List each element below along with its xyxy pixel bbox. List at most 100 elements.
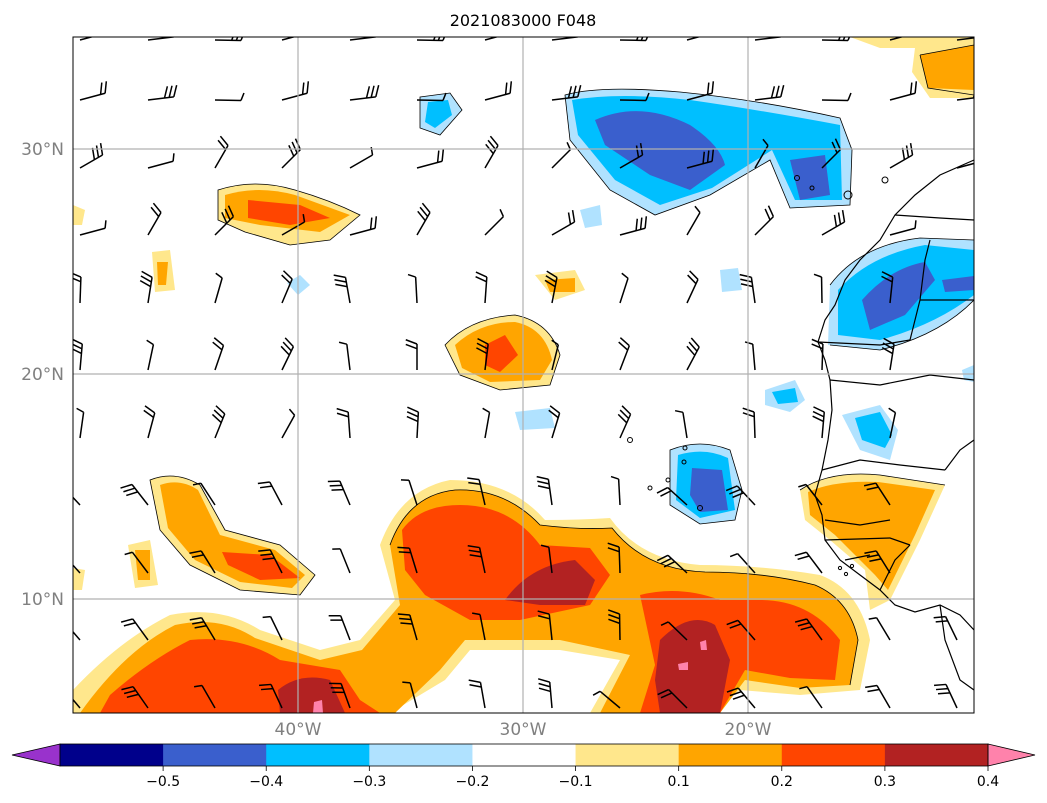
- wind-barb: [280, 337, 295, 371]
- wind-barb: [889, 81, 918, 101]
- wind-barb: [328, 614, 351, 641]
- wind-barb: [416, 202, 431, 236]
- wind-barb: [863, 482, 891, 506]
- wind-barb: [619, 92, 650, 102]
- wind-barb: [482, 407, 491, 439]
- colorbar-tick-label: 0.2: [771, 774, 793, 790]
- wind-barb: [468, 679, 486, 709]
- wind-barb: [956, 37, 974, 41]
- wind-barb: [812, 406, 826, 439]
- wind-barb: [864, 550, 891, 574]
- wind-barb: [888, 407, 897, 439]
- lat-label-10n: 10°N: [21, 590, 64, 610]
- wind-barb: [73, 630, 81, 641]
- colorbar-extend-high: [987, 743, 1036, 767]
- colorbar-segment: [678, 744, 783, 766]
- wind-barb: [349, 84, 380, 101]
- colorbar-segment: [884, 744, 989, 766]
- positive-region-northeast-corner: [850, 37, 974, 98]
- colorbar-tick-label: −0.2: [455, 774, 489, 790]
- colorbar-segment: [472, 744, 577, 766]
- wind-barb: [799, 685, 823, 709]
- wind-barb: [551, 210, 576, 236]
- wind-barb: [821, 37, 851, 42]
- negative-region-small-a: [420, 93, 462, 135]
- wind-barb: [592, 690, 621, 709]
- wind-barb: [406, 406, 420, 439]
- wind-barb: [258, 549, 283, 574]
- wind-barb: [143, 405, 156, 439]
- map-title: 2021083000 F048: [450, 11, 597, 30]
- wind-barbs: [73, 37, 974, 709]
- wind-barb: [73, 698, 81, 709]
- wind-barb: [214, 272, 223, 304]
- wind-barb: [281, 213, 306, 236]
- wind-barb: [397, 546, 418, 574]
- wind-barb: [865, 684, 891, 709]
- wind-barb: [821, 210, 846, 236]
- wind-barb: [475, 271, 488, 304]
- positive-region-southeast-coast: [800, 474, 945, 610]
- wind-barb: [744, 341, 756, 371]
- wind-barb: [656, 554, 688, 574]
- wind-barb: [656, 486, 688, 506]
- wind-barb: [619, 37, 649, 42]
- wind-barb: [336, 407, 351, 439]
- wind-barb: [610, 475, 621, 506]
- colorbar-extend-low: [11, 743, 61, 767]
- wind-barb: [821, 92, 852, 102]
- wind-barb: [551, 142, 572, 169]
- wind-barb: [476, 337, 489, 371]
- wind-barb: [405, 339, 418, 370]
- wind-barb: [79, 220, 107, 236]
- map-panel: [72, 36, 975, 714]
- wind-barb: [754, 205, 775, 236]
- wind-barb: [214, 205, 235, 236]
- wind-barb: [402, 681, 418, 709]
- wind-barb: [725, 485, 756, 506]
- wind-barb: [76, 407, 85, 439]
- wind-barb: [660, 621, 688, 641]
- colorbar-segment: [575, 744, 680, 766]
- wind-barb: [868, 616, 891, 641]
- colorbar-tick-label: 0.4: [977, 774, 999, 790]
- wind-barb: [121, 685, 149, 709]
- wind-barb: [686, 81, 715, 101]
- colorbar-tick-label: −0.5: [146, 774, 180, 790]
- wind-barb: [147, 84, 178, 101]
- wind-barb: [147, 202, 162, 236]
- positive-region-center: [73, 205, 585, 390]
- wind-barb: [416, 149, 445, 169]
- negative-region-cape-verde: [670, 444, 742, 524]
- wind-barb: [811, 338, 824, 371]
- wind-barb: [467, 544, 486, 574]
- wind-barb: [686, 337, 700, 371]
- wind-barb: [729, 552, 756, 574]
- positive-region-north-west: [218, 184, 360, 245]
- positive-region-south-large: [73, 480, 870, 713]
- wind-barb: [211, 405, 226, 439]
- wind-barb: [146, 339, 155, 371]
- wind-barb: [798, 483, 823, 506]
- wind-barb: [881, 337, 895, 371]
- colorbar-segment: [781, 744, 886, 766]
- wind-barb: [281, 81, 310, 101]
- colorbar-tick-label: −0.1: [559, 774, 593, 790]
- wind-barb: [956, 162, 974, 169]
- colorbar-segment: [266, 744, 370, 766]
- wind-barb: [540, 544, 553, 574]
- wind-barb: [193, 684, 216, 709]
- wind-barb: [139, 270, 153, 304]
- wind-barb: [619, 216, 648, 236]
- wind-barb: [416, 92, 447, 102]
- wind-barb: [120, 483, 149, 506]
- negative-region-small-b: [287, 205, 974, 460]
- colorbar: −0.5−0.4−0.3−0.2−0.10.10.20.30.40.5: [11, 743, 1036, 790]
- wind-barb: [618, 337, 631, 371]
- wind-barb: [686, 205, 701, 236]
- wind-barb: [329, 682, 351, 709]
- wind-barb: [484, 81, 513, 101]
- islands: [627, 175, 889, 577]
- lon-label-20w: 20°W: [725, 720, 772, 740]
- wind-barb: [754, 84, 785, 101]
